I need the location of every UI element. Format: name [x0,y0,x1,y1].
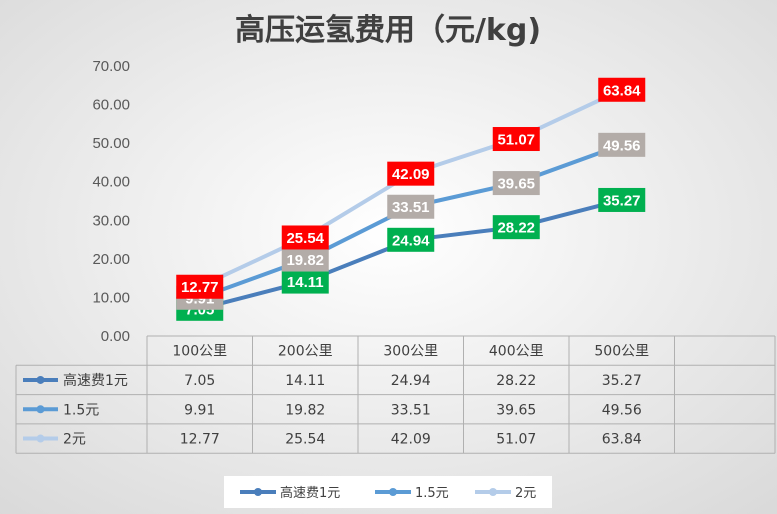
table-legend-key [23,405,58,414]
table-cell: 25.54 [285,432,325,448]
data-label-box [598,77,646,102]
data-label-box [281,269,329,294]
data-label-box [598,132,646,157]
table-cell: 49.56 [602,402,642,418]
y-tick-label: 30.00 [92,212,130,229]
table-cell: 39.65 [496,402,536,418]
data-label-box [281,225,329,250]
data-label: 14.11 [281,269,329,294]
data-label-box [387,161,435,186]
legend-key-marker [489,488,497,496]
data-label-text: 35.27 [603,192,641,209]
table-row-label: 高速费1元 [63,372,128,389]
y-tick-label: 0.00 [101,328,130,345]
table-row-label: 2元 [63,432,86,448]
legend-item: 高速费1元 [240,485,340,501]
data-label: 12.77 [176,274,224,299]
table-cell: 9.91 [184,402,215,418]
data-label: 35.27 [598,187,646,212]
legend-label: 高速费1元 [280,485,340,501]
data-label: 51.07 [492,127,540,152]
table-cell: 42.09 [391,432,431,448]
table-cell: 28.22 [496,373,536,389]
x-tick-label: 100公里 [172,344,227,360]
y-tick-label: 50.00 [92,135,130,152]
data-label-box [492,215,540,240]
data-label-text: 39.65 [497,176,535,193]
table-cell: 33.51 [391,402,431,418]
legend-key-marker [254,488,262,496]
data-label-text: 24.94 [392,232,430,249]
data-label-box [387,194,435,219]
data-label-box [281,247,329,272]
table-cell: 63.84 [602,432,642,448]
data-label-text: 49.56 [603,137,641,154]
y-tick-label: 70.00 [92,58,130,75]
legend-item: 1.5元 [375,486,449,501]
table-legend-key [23,375,58,384]
table-legend-key [23,434,58,443]
data-label: 24.94 [387,227,435,252]
legend-key-marker [36,375,45,384]
data-label-text: 33.51 [392,199,430,216]
legend-item: 2元 [475,486,536,501]
table-cell: 14.11 [285,373,325,389]
data-label: 33.51 [387,194,435,219]
data-label: 39.65 [492,171,540,196]
data-label: 28.22 [492,215,540,240]
legend-key-marker [36,434,45,443]
data-label-text: 51.07 [497,132,535,149]
data-label-text: 28.22 [497,220,535,237]
data-label-box [176,274,224,299]
y-tick-label: 40.00 [92,174,130,191]
data-label: 49.56 [598,132,646,157]
y-tick-label: 60.00 [92,97,130,114]
data-label-text: 25.54 [286,230,324,247]
data-label: 19.82 [281,247,329,272]
table-cell: 35.27 [602,373,642,389]
legend-label: 2元 [515,486,536,501]
y-tick-label: 20.00 [92,251,130,268]
x-tick-label: 400公里 [489,344,544,360]
data-label: 25.54 [281,225,329,250]
data-label: 63.84 [598,77,646,102]
data-label-text: 19.82 [286,252,324,269]
x-tick-label: 200公里 [278,344,333,360]
data-label-text: 63.84 [603,82,641,99]
x-tick-label: 300公里 [383,344,438,360]
y-axis: 0.00 10.00 20.00 30.00 40.00 50.00 60.00 70.00 [92,58,130,345]
data-labels: 7.0514.1124.9428.2235.279.9119.8233.5139… [176,77,646,321]
data-label-text: 12.77 [181,279,219,296]
table-row-label: 1.5元 [63,402,99,418]
data-label-box [598,187,646,212]
data-label-box [492,171,540,196]
data-label-box [492,127,540,152]
chart-title: 高压运氢费用（元/kg) [235,13,541,48]
data-label-box [387,227,435,252]
legend-key-marker [389,488,397,496]
legend-label: 1.5元 [415,486,449,501]
legend: 高速费1元 1.5元 2元 [224,476,552,508]
y-tick-label: 10.00 [92,289,130,306]
table-cell: 19.82 [285,402,325,418]
table-cell: 51.07 [496,432,536,448]
legend-key-marker [36,405,45,414]
x-tick-label: 500公里 [594,344,649,360]
data-label-text: 42.09 [392,166,430,183]
table-cell: 12.77 [180,432,220,448]
table-cell: 7.05 [184,373,215,389]
data-label-text: 14.11 [287,274,324,291]
table-cell: 24.94 [391,373,431,389]
data-label: 42.09 [387,161,435,186]
